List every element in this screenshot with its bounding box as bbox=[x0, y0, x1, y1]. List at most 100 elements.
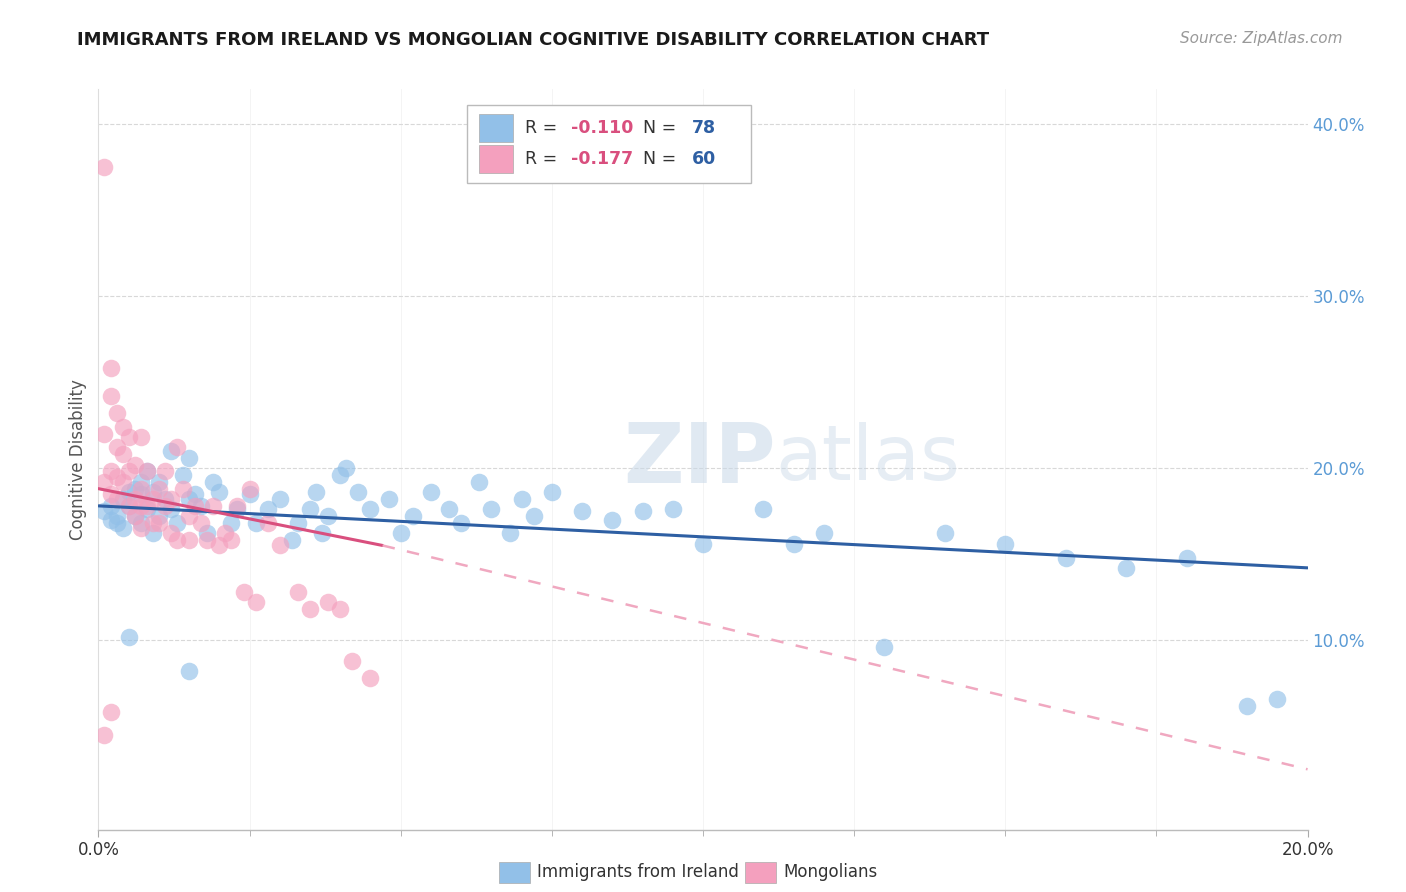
Point bbox=[93, 504, 115, 518]
Point bbox=[510, 491, 533, 506]
Point bbox=[129, 487, 152, 501]
Point bbox=[437, 502, 460, 516]
Point bbox=[1236, 698, 1258, 713]
Point bbox=[124, 482, 146, 496]
Point bbox=[813, 526, 835, 541]
Point bbox=[93, 728, 115, 742]
Point bbox=[468, 475, 491, 489]
Point bbox=[360, 671, 382, 685]
Point bbox=[105, 469, 128, 483]
Point bbox=[105, 406, 128, 420]
Point bbox=[994, 537, 1017, 551]
Point bbox=[118, 499, 141, 513]
Point bbox=[661, 502, 683, 516]
Point bbox=[135, 499, 157, 513]
Text: R =: R = bbox=[526, 119, 562, 136]
Point bbox=[153, 465, 176, 479]
Point bbox=[142, 516, 165, 530]
Point bbox=[752, 502, 775, 516]
Point bbox=[105, 491, 128, 506]
Point bbox=[335, 461, 357, 475]
Point bbox=[873, 640, 896, 654]
Point bbox=[93, 475, 115, 489]
Point bbox=[195, 533, 218, 548]
Point bbox=[93, 426, 115, 441]
Point bbox=[148, 482, 170, 496]
Point bbox=[299, 502, 322, 516]
Point bbox=[498, 526, 520, 541]
Point bbox=[179, 491, 201, 506]
Point bbox=[311, 526, 333, 541]
Bar bbox=[479, 145, 513, 173]
Point bbox=[124, 509, 146, 524]
Point bbox=[100, 361, 122, 376]
Point bbox=[208, 485, 231, 500]
Text: R =: R = bbox=[526, 150, 562, 168]
Point bbox=[153, 499, 176, 513]
Text: N =: N = bbox=[631, 119, 682, 136]
Point bbox=[523, 509, 546, 524]
Point bbox=[287, 585, 309, 599]
Point bbox=[692, 537, 714, 551]
Point bbox=[481, 502, 503, 516]
Point bbox=[239, 482, 262, 496]
Point bbox=[347, 485, 370, 500]
Point bbox=[316, 509, 339, 524]
Point bbox=[111, 419, 134, 434]
Point bbox=[100, 389, 122, 403]
Point bbox=[105, 440, 128, 454]
Y-axis label: Cognitive Disability: Cognitive Disability bbox=[69, 379, 87, 540]
Point bbox=[179, 509, 201, 524]
Point bbox=[100, 487, 122, 501]
Point bbox=[179, 450, 201, 465]
Point bbox=[124, 458, 146, 472]
Point bbox=[135, 502, 157, 516]
Point bbox=[256, 502, 278, 516]
Point bbox=[111, 447, 134, 461]
Point bbox=[281, 533, 304, 548]
Point bbox=[1054, 550, 1077, 565]
Point bbox=[153, 491, 176, 506]
Point bbox=[118, 499, 141, 513]
Point bbox=[226, 502, 249, 516]
Point bbox=[190, 499, 212, 513]
Point bbox=[118, 485, 141, 500]
Point bbox=[239, 487, 262, 501]
Point bbox=[118, 465, 141, 479]
Point bbox=[160, 443, 183, 458]
Point bbox=[135, 465, 157, 479]
Text: Immigrants from Ireland: Immigrants from Ireland bbox=[537, 863, 740, 881]
Point bbox=[245, 595, 267, 609]
Point bbox=[299, 602, 322, 616]
Text: Source: ZipAtlas.com: Source: ZipAtlas.com bbox=[1180, 31, 1343, 46]
Point bbox=[221, 533, 243, 548]
Point bbox=[602, 513, 624, 527]
Point bbox=[631, 504, 654, 518]
Text: -0.110: -0.110 bbox=[571, 119, 634, 136]
Point bbox=[135, 465, 157, 479]
Point bbox=[402, 509, 425, 524]
Bar bbox=[479, 113, 513, 142]
Point bbox=[190, 516, 212, 530]
Point bbox=[783, 537, 806, 551]
Point bbox=[232, 585, 254, 599]
Point bbox=[202, 475, 225, 489]
Point bbox=[118, 630, 141, 644]
Point bbox=[129, 475, 152, 489]
Point bbox=[179, 664, 201, 678]
Point bbox=[111, 491, 134, 506]
Point bbox=[93, 160, 115, 174]
Point bbox=[934, 526, 956, 541]
Point bbox=[100, 706, 122, 720]
Point bbox=[195, 526, 218, 541]
Point bbox=[142, 485, 165, 500]
Bar bbox=[467, 105, 751, 183]
Point bbox=[129, 516, 152, 530]
Point bbox=[184, 487, 207, 501]
Point bbox=[269, 491, 291, 506]
Point bbox=[172, 467, 194, 482]
Point bbox=[172, 482, 194, 496]
Text: 78: 78 bbox=[692, 119, 716, 136]
Point bbox=[208, 539, 231, 553]
Point bbox=[342, 654, 364, 668]
